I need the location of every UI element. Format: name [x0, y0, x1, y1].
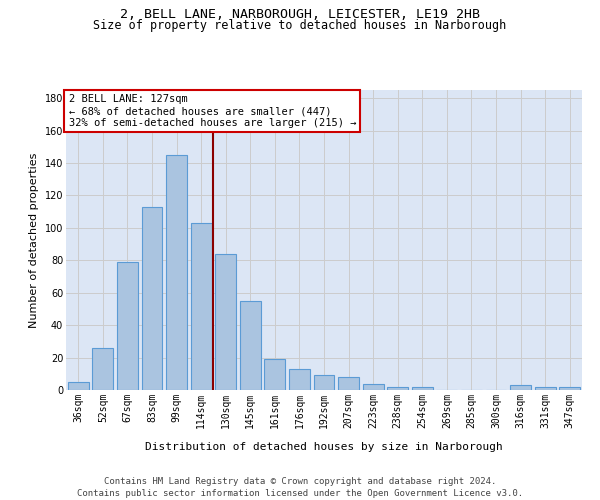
Bar — [535, 387, 556, 390]
Bar — [338, 377, 359, 390]
Bar — [142, 207, 163, 390]
Bar — [240, 301, 261, 390]
Bar — [191, 223, 212, 390]
Y-axis label: Number of detached properties: Number of detached properties — [29, 152, 39, 328]
Text: Contains public sector information licensed under the Open Government Licence v3: Contains public sector information licen… — [77, 489, 523, 498]
Bar — [412, 387, 433, 390]
Bar — [387, 387, 408, 390]
Bar — [265, 359, 286, 390]
Bar — [215, 254, 236, 390]
Bar — [166, 155, 187, 390]
Text: Distribution of detached houses by size in Narborough: Distribution of detached houses by size … — [145, 442, 503, 452]
Bar — [117, 262, 138, 390]
Bar — [289, 369, 310, 390]
Bar — [559, 387, 580, 390]
Text: 2, BELL LANE, NARBOROUGH, LEICESTER, LE19 2HB: 2, BELL LANE, NARBOROUGH, LEICESTER, LE1… — [120, 8, 480, 20]
Text: Size of property relative to detached houses in Narborough: Size of property relative to detached ho… — [94, 18, 506, 32]
Bar — [362, 384, 383, 390]
Text: 2 BELL LANE: 127sqm
← 68% of detached houses are smaller (447)
32% of semi-detac: 2 BELL LANE: 127sqm ← 68% of detached ho… — [68, 94, 356, 128]
Bar — [510, 385, 531, 390]
Bar — [68, 382, 89, 390]
Text: Contains HM Land Registry data © Crown copyright and database right 2024.: Contains HM Land Registry data © Crown c… — [104, 478, 496, 486]
Bar — [314, 376, 334, 390]
Bar — [92, 348, 113, 390]
